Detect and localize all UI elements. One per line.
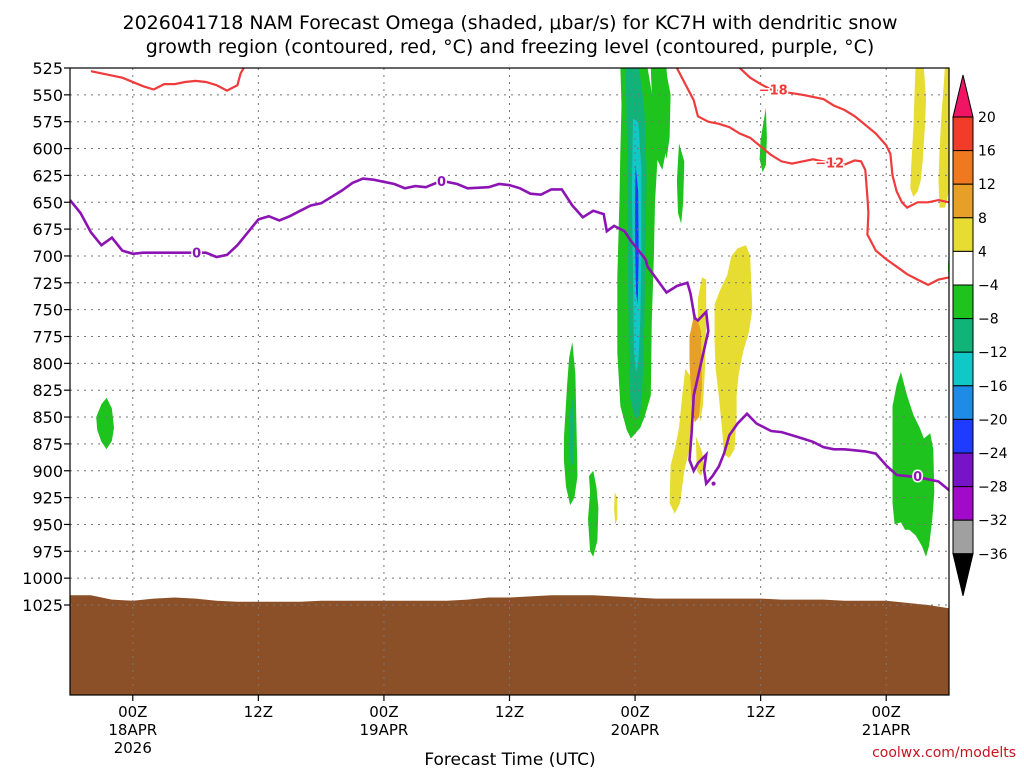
x-tick-label: 12Z (495, 703, 524, 721)
y-tick-label: 600 (32, 140, 63, 159)
contour-labels: 0 0 0 −18 −12 (191, 82, 924, 487)
x-tick-year: 2026 (114, 739, 152, 757)
colorbar-swatch (952, 284, 974, 320)
temp-contour-minus12 (675, 68, 949, 287)
y-tick-label: 775 (32, 328, 63, 347)
x-tick-label: 12Z (746, 703, 775, 721)
colorbar-label: −28 (978, 480, 1008, 496)
contour-label: 0 (437, 175, 446, 190)
colorbar-label: −24 (978, 446, 1008, 462)
x-tick-label: 00Z (369, 703, 398, 721)
y-tick-label: 525 (32, 59, 63, 78)
y-tick-label: 700 (32, 247, 63, 266)
y-tick-label: 650 (32, 193, 63, 212)
y-tick-label: 850 (32, 408, 63, 427)
x-tick-date: 21APR (862, 721, 911, 739)
colorbar-label: −16 (978, 379, 1008, 395)
omega-region (635, 164, 639, 305)
contour-dot (711, 481, 716, 486)
terrain-fill (70, 595, 949, 695)
omega-region (695, 436, 705, 477)
colorbar-label: 16 (978, 144, 996, 160)
x-tick-label: 00Z (118, 703, 147, 721)
colorbar-label: −12 (978, 345, 1008, 361)
colorbar-label: 4 (978, 244, 987, 260)
freezing-level-contour (70, 177, 949, 492)
omega-region (96, 397, 114, 450)
y-tick-label: 825 (32, 381, 63, 400)
colorbar-top-triangle (952, 74, 974, 118)
x-axis-label: Forecast Time (UTC) (424, 750, 595, 768)
omega-region (892, 371, 935, 557)
colorbar-swatch (952, 385, 974, 420)
chart-title-line2: growth region (contoured, red, °C) and f… (146, 36, 875, 58)
y-tick-label: 1000 (22, 569, 63, 588)
ground-area (70, 595, 949, 695)
omega-region (669, 368, 693, 514)
omega-region (714, 245, 753, 458)
colorbar-swatch (952, 452, 974, 488)
y-tick-label: 950 (32, 515, 63, 534)
colorbar-label: −4 (978, 278, 999, 294)
x-tick-date: 18APR (108, 721, 157, 739)
x-tick-label: 00Z (872, 703, 901, 721)
y-tick-label: 1025 (22, 596, 63, 615)
omega-region (569, 395, 575, 471)
contour-label: −18 (759, 83, 788, 98)
y-tick-label: 550 (32, 86, 63, 105)
chart-title-line1: 2026041718 NAM Forecast Omega (shaded, μ… (122, 12, 897, 34)
y-axis: 525 550 575 600 625 650 675 700 725 750 775 800 825 8… (22, 59, 70, 615)
colorbar-swatch (952, 351, 974, 387)
omega-region (938, 68, 949, 208)
omega-region (614, 492, 618, 525)
colorbar-label: −8 (978, 312, 999, 328)
omega-region (910, 68, 926, 197)
y-tick-label: 575 (32, 113, 63, 132)
x-tick-label: 00Z (620, 703, 649, 721)
x-tick-label: 12Z (244, 703, 273, 721)
contour-label: 0 (192, 247, 201, 262)
contour-label: −12 (815, 157, 844, 172)
omega-region (676, 143, 685, 224)
x-tick-date: 20APR (611, 721, 660, 739)
colorbar-label: −36 (978, 547, 1008, 563)
omega-region (759, 107, 767, 173)
y-tick-label: 800 (32, 354, 63, 373)
colorbar-label: 12 (978, 177, 996, 193)
colorbar: 20 16 12 8 4 −4 −8 −12 −16 −20 −24 −28 −32 −36 (952, 74, 1008, 596)
y-tick-label: 900 (32, 462, 63, 481)
colorbar-swatch (952, 418, 974, 454)
colorbar-swatch (952, 183, 974, 219)
colorbar-swatch (952, 150, 974, 185)
colorbar-bottom-triangle (952, 553, 974, 596)
colorbar-label: 20 (978, 110, 996, 126)
colorbar-swatch (952, 217, 974, 252)
y-tick-label: 750 (32, 301, 63, 320)
contours (70, 68, 949, 492)
y-tick-label: 975 (32, 542, 63, 561)
colorbar-swatch (952, 519, 974, 555)
temp-contour-minus18-west (90, 68, 245, 92)
colorbar-swatch (952, 250, 974, 286)
colorbar-label: −20 (978, 412, 1008, 428)
y-tick-label: 625 (32, 166, 63, 185)
y-tick-label: 925 (32, 489, 63, 508)
colorbar-label: 8 (978, 211, 987, 227)
temp-contour-minus18-east (738, 68, 949, 209)
contour-label: 0 (913, 470, 922, 485)
omega-region (588, 470, 599, 557)
y-tick-label: 725 (32, 274, 63, 293)
colorbar-swatch (952, 318, 974, 353)
x-tick-date: 19APR (360, 721, 409, 739)
colorbar-swatch (952, 486, 974, 521)
omega-region (662, 73, 671, 160)
y-tick-label: 675 (32, 220, 63, 239)
colorbar-label: −32 (978, 513, 1008, 529)
credit-text: coolwx.com/modelts (872, 745, 1016, 761)
colorbar-swatch (952, 116, 974, 152)
omega-shading (96, 68, 949, 557)
y-tick-label: 875 (32, 435, 63, 454)
